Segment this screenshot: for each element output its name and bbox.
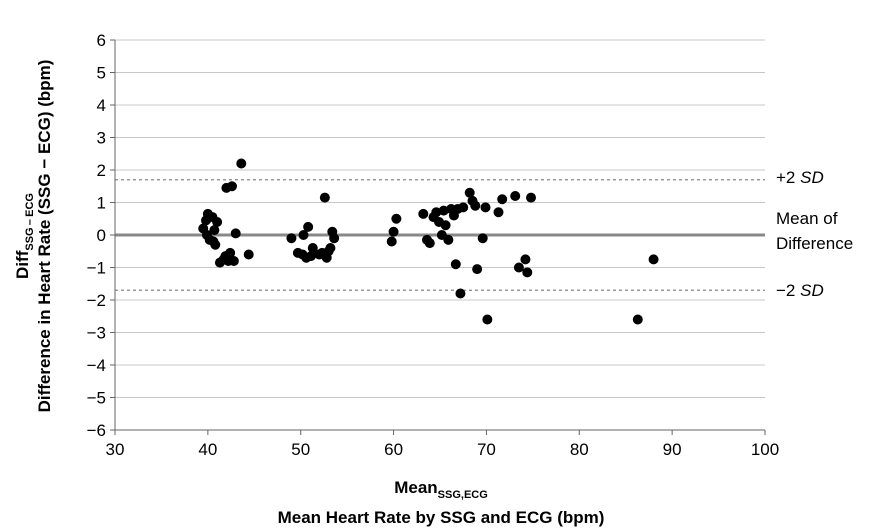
data-point <box>243 249 254 260</box>
y-axis-title-secondary: Difference in Heart Rate (SSG − ECG) (bp… <box>35 60 54 413</box>
data-point <box>212 217 223 227</box>
data-point <box>325 243 336 253</box>
data-point <box>220 251 231 262</box>
data-point <box>480 202 491 213</box>
data-point <box>307 243 318 253</box>
data-point <box>472 264 483 275</box>
y-tick-label: −4 <box>87 356 106 375</box>
x-tick-label: 30 <box>106 440 125 459</box>
data-point <box>497 194 508 205</box>
data-point <box>455 288 466 299</box>
y-tick-label: 2 <box>97 161 106 180</box>
y-tick-label: 5 <box>97 64 106 83</box>
x-tick-label: 60 <box>384 440 403 459</box>
data-point <box>458 202 469 213</box>
y-tick-label: 3 <box>97 129 106 148</box>
y-axis-title: DiffSSG – ECG <box>13 193 36 279</box>
data-point <box>632 314 643 325</box>
data-point <box>522 267 533 278</box>
data-point <box>431 207 442 218</box>
y-tick-label: 0 <box>97 226 106 245</box>
data-point <box>230 228 241 239</box>
x-axis-title-secondary: Mean Heart Rate by SSG and ECG (bpm) <box>278 508 605 527</box>
upper-limit-label: +2 SD <box>776 168 824 187</box>
x-tick-label: 90 <box>663 440 682 459</box>
x-tick-label: 50 <box>291 440 310 459</box>
y-tick-label: −2 <box>87 291 106 310</box>
x-tick-label: 100 <box>751 440 779 459</box>
data-point <box>208 236 219 247</box>
data-point <box>526 192 536 203</box>
data-point <box>329 233 340 244</box>
data-point <box>303 221 314 232</box>
data-point <box>228 256 239 266</box>
y-tick-label: 4 <box>97 96 106 115</box>
data-point <box>443 234 454 245</box>
y-tick-label: −3 <box>87 324 106 343</box>
data-point <box>520 254 531 265</box>
data-point <box>236 158 247 169</box>
data-point <box>418 208 429 219</box>
axes: 6 5 4 3 2 1 0 −1 −2 −3 −4 −5 −630 40 50 60 70 80 90 100 <box>87 31 780 459</box>
x-tick-label: 70 <box>477 440 496 459</box>
data-point <box>386 236 397 247</box>
x-axis-title: MeanSSG,ECG <box>394 478 488 501</box>
data-point <box>482 314 493 325</box>
y-tick-label: 1 <box>97 194 106 213</box>
data-point <box>477 233 488 244</box>
x-tick-label: 40 <box>198 440 217 459</box>
data-point <box>201 230 212 240</box>
data-points <box>198 158 659 325</box>
data-point <box>470 200 481 211</box>
data-point <box>319 192 330 203</box>
y-tick-label: −6 <box>87 421 106 440</box>
data-point <box>297 249 308 260</box>
data-point <box>513 262 524 273</box>
y-tick-label: −1 <box>87 259 106 278</box>
data-point <box>298 230 309 240</box>
data-point <box>438 205 449 216</box>
data-point <box>510 191 521 201</box>
data-point <box>450 259 461 270</box>
mean-difference-label-line1: Mean of <box>776 209 838 228</box>
data-point <box>227 181 237 192</box>
data-point <box>493 207 504 218</box>
data-point <box>391 213 402 224</box>
y-tick-label: −5 <box>87 389 106 408</box>
data-point <box>424 238 435 249</box>
data-point <box>440 220 451 231</box>
mean-difference-label-line2: Difference <box>776 234 853 253</box>
lower-limit-label: −2 SD <box>776 281 824 300</box>
data-point <box>305 251 316 262</box>
y-tick-label: 6 <box>97 31 106 50</box>
data-point <box>286 233 297 244</box>
x-tick-label: 80 <box>570 440 589 459</box>
data-point <box>209 225 220 236</box>
data-point <box>464 187 475 198</box>
data-point <box>388 226 399 237</box>
data-point <box>648 254 659 265</box>
